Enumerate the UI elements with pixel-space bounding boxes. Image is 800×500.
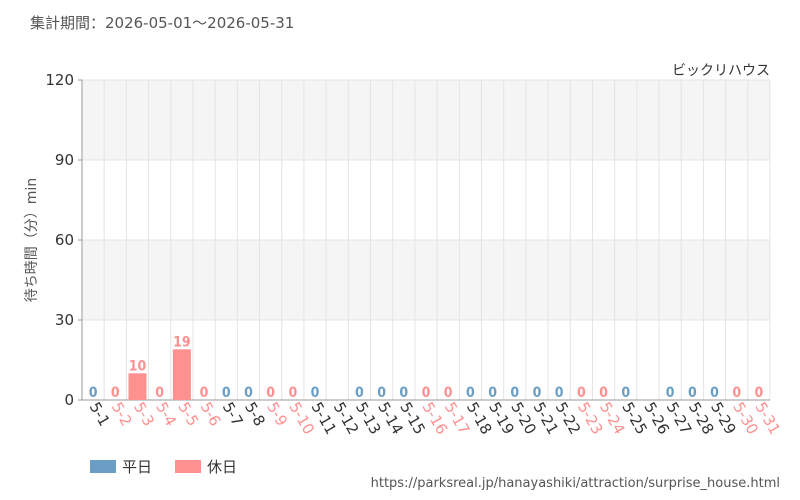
data-label: 0 — [311, 385, 320, 401]
data-label: 0 — [710, 385, 719, 401]
y-tick-label: 120 — [45, 71, 74, 89]
data-label: 0 — [666, 385, 675, 401]
data-label: 0 — [466, 385, 475, 401]
data-label: 19 — [173, 334, 191, 350]
data-label: 0 — [422, 385, 431, 401]
y-tick-label: 0 — [64, 391, 74, 409]
data-label: 0 — [688, 385, 697, 401]
data-label: 0 — [266, 385, 275, 401]
data-label: 0 — [755, 385, 764, 401]
chart-title: 集計期間：2026-05-01～2026-05-31 — [30, 14, 294, 32]
x-tick-label: 5-4 — [152, 399, 180, 429]
data-label: 0 — [488, 385, 497, 401]
x-tick-label: 5-6 — [197, 399, 225, 429]
data-label: 0 — [599, 385, 608, 401]
grid-band — [82, 80, 770, 160]
x-tick-label: 5-7 — [219, 399, 247, 429]
legend-label: 休日 — [207, 458, 237, 476]
chart-subtitle: ビックリハウス — [672, 63, 770, 79]
data-label: 0 — [621, 385, 630, 401]
data-label: 0 — [288, 385, 297, 401]
source-url: https://parksreal.jp/hanayashiki/attract… — [371, 476, 780, 491]
x-tick-label: 5-8 — [241, 399, 269, 429]
legend-label: 平日 — [122, 458, 152, 476]
data-label: 0 — [89, 385, 98, 401]
data-label: 0 — [533, 385, 542, 401]
x-tick-label: 5-2 — [108, 399, 136, 429]
bar — [172, 349, 191, 400]
data-label: 0 — [200, 385, 209, 401]
y-axis-label: 待ち時間（分）min — [24, 178, 40, 302]
data-label: 0 — [399, 385, 408, 401]
data-label: 0 — [510, 385, 519, 401]
x-tick-label: 5-1 — [86, 399, 114, 429]
data-label: 0 — [555, 385, 564, 401]
data-label: 0 — [111, 385, 120, 401]
y-tick-label: 90 — [55, 151, 74, 169]
legend-swatch — [90, 460, 116, 473]
data-label: 0 — [155, 385, 164, 401]
y-tick-label: 30 — [55, 311, 74, 329]
grid-band — [82, 240, 770, 320]
legend-swatch — [175, 460, 201, 473]
data-label: 0 — [444, 385, 453, 401]
data-label: 0 — [244, 385, 253, 401]
data-label: 0 — [377, 385, 386, 401]
y-tick-label: 60 — [55, 231, 74, 249]
data-label: 0 — [577, 385, 586, 401]
data-label: 0 — [355, 385, 364, 401]
data-label: 10 — [129, 358, 147, 374]
x-tick-label: 5-3 — [130, 399, 158, 429]
data-label: 0 — [222, 385, 231, 401]
x-tick-label: 5-9 — [263, 399, 291, 429]
data-label: 0 — [732, 385, 741, 401]
bar — [128, 373, 147, 400]
x-tick-label: 5-5 — [174, 399, 202, 429]
